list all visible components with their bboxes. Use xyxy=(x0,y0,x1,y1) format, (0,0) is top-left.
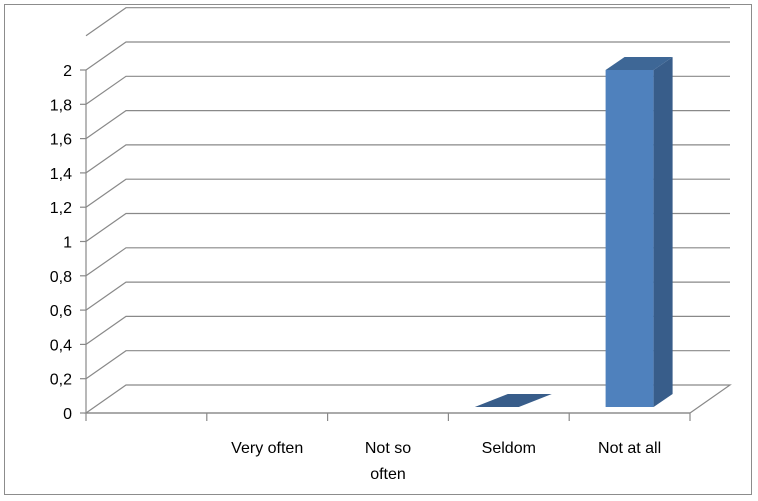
y-tick-label: 0,8 xyxy=(50,269,72,286)
bar-seldom xyxy=(474,394,552,407)
y-tick-label: 1,8 xyxy=(50,97,72,114)
gridline xyxy=(85,315,730,345)
gridline xyxy=(85,144,730,174)
y-tick-label: 2 xyxy=(63,63,72,80)
gridline xyxy=(85,41,730,71)
bar-layer xyxy=(474,57,673,407)
gridline xyxy=(85,281,730,311)
y-tick-label: 1,4 xyxy=(50,166,72,183)
gridline xyxy=(85,350,730,380)
x-category-label: Very often xyxy=(231,440,303,457)
gridline xyxy=(85,109,730,140)
bar-front-face xyxy=(605,70,654,407)
x-category-label: Not so xyxy=(365,440,411,457)
gridline xyxy=(85,75,730,105)
y-tick-label: 0,4 xyxy=(50,337,72,354)
y-tick-label: 0,6 xyxy=(50,303,72,320)
bar-not-at-all xyxy=(605,57,673,407)
y-tick-label: 0,2 xyxy=(50,372,72,389)
x-category-label: Not at all xyxy=(598,440,661,457)
y-tick-label: 0 xyxy=(63,406,72,423)
grid-layer xyxy=(84,7,732,414)
bar-side-face xyxy=(653,57,673,407)
label-layer: 0 0,2 0,4 0,6 0,8 1 1,2 1,4 1,6 1,8 2 Very often Not… xyxy=(50,63,661,483)
gridline xyxy=(85,247,730,277)
x-category-label: Seldom xyxy=(482,440,536,457)
y-tick-label: 1 xyxy=(63,235,72,252)
y-tick-label: 1,2 xyxy=(50,200,72,217)
bar-top-face xyxy=(605,57,673,70)
gridline xyxy=(85,7,730,37)
gridline xyxy=(85,178,730,208)
bar-top-flat xyxy=(474,394,552,407)
gridline xyxy=(85,212,730,242)
axis-layer xyxy=(80,69,691,421)
x-category-label: often xyxy=(370,466,406,483)
y-tick-label: 1,6 xyxy=(50,132,72,149)
